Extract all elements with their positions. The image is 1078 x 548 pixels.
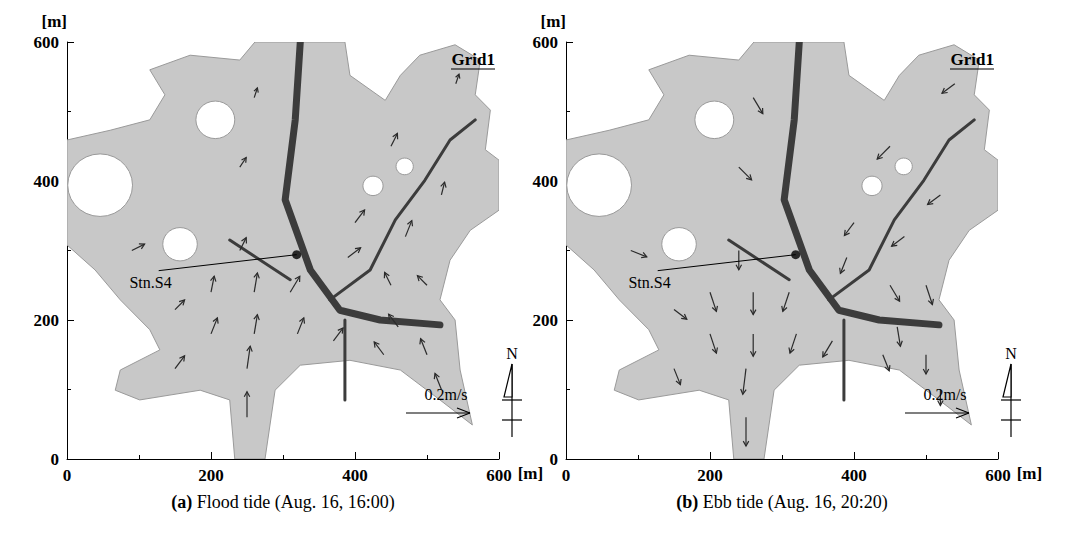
- svg-text:400: 400: [342, 466, 368, 485]
- svg-text:0.2m/s: 0.2m/s: [923, 386, 966, 403]
- svg-text:400: 400: [533, 172, 559, 191]
- svg-text:0: 0: [562, 466, 571, 485]
- svg-text:Ebb tide (Aug. 16, 20:20): Ebb tide (Aug. 16, 20:20): [698, 492, 887, 513]
- svg-text:(b): (b): [676, 492, 698, 513]
- svg-text:Stn.S4: Stn.S4: [129, 274, 171, 291]
- svg-text:600: 600: [34, 33, 60, 52]
- svg-text:200: 200: [533, 311, 559, 330]
- svg-text:[m]: [m]: [518, 464, 543, 483]
- svg-text:Grid1: Grid1: [452, 50, 495, 69]
- svg-text:0: 0: [51, 450, 60, 469]
- svg-text:200: 200: [697, 466, 723, 485]
- svg-text:200: 200: [198, 466, 224, 485]
- svg-text:0: 0: [550, 450, 559, 469]
- svg-text:200: 200: [34, 311, 60, 330]
- svg-text:[m]: [m]: [42, 12, 67, 31]
- svg-text:600: 600: [985, 466, 1011, 485]
- svg-text:0.2m/s: 0.2m/s: [424, 386, 467, 403]
- svg-text:0: 0: [63, 466, 72, 485]
- svg-text:[m]: [m]: [1017, 464, 1042, 483]
- svg-text:N: N: [506, 345, 518, 362]
- svg-text:[m]: [m]: [541, 12, 566, 31]
- svg-text:600: 600: [533, 33, 559, 52]
- svg-text:400: 400: [841, 466, 867, 485]
- svg-text:400: 400: [34, 172, 60, 191]
- svg-text:Grid1: Grid1: [951, 50, 994, 69]
- svg-text:N: N: [1005, 345, 1017, 362]
- svg-text:(a): (a): [171, 492, 192, 513]
- svg-text:Stn.S4: Stn.S4: [628, 274, 670, 291]
- svg-text:Flood tide (Aug. 16, 16:00): Flood tide (Aug. 16, 16:00): [192, 492, 395, 513]
- svg-text:600: 600: [486, 466, 512, 485]
